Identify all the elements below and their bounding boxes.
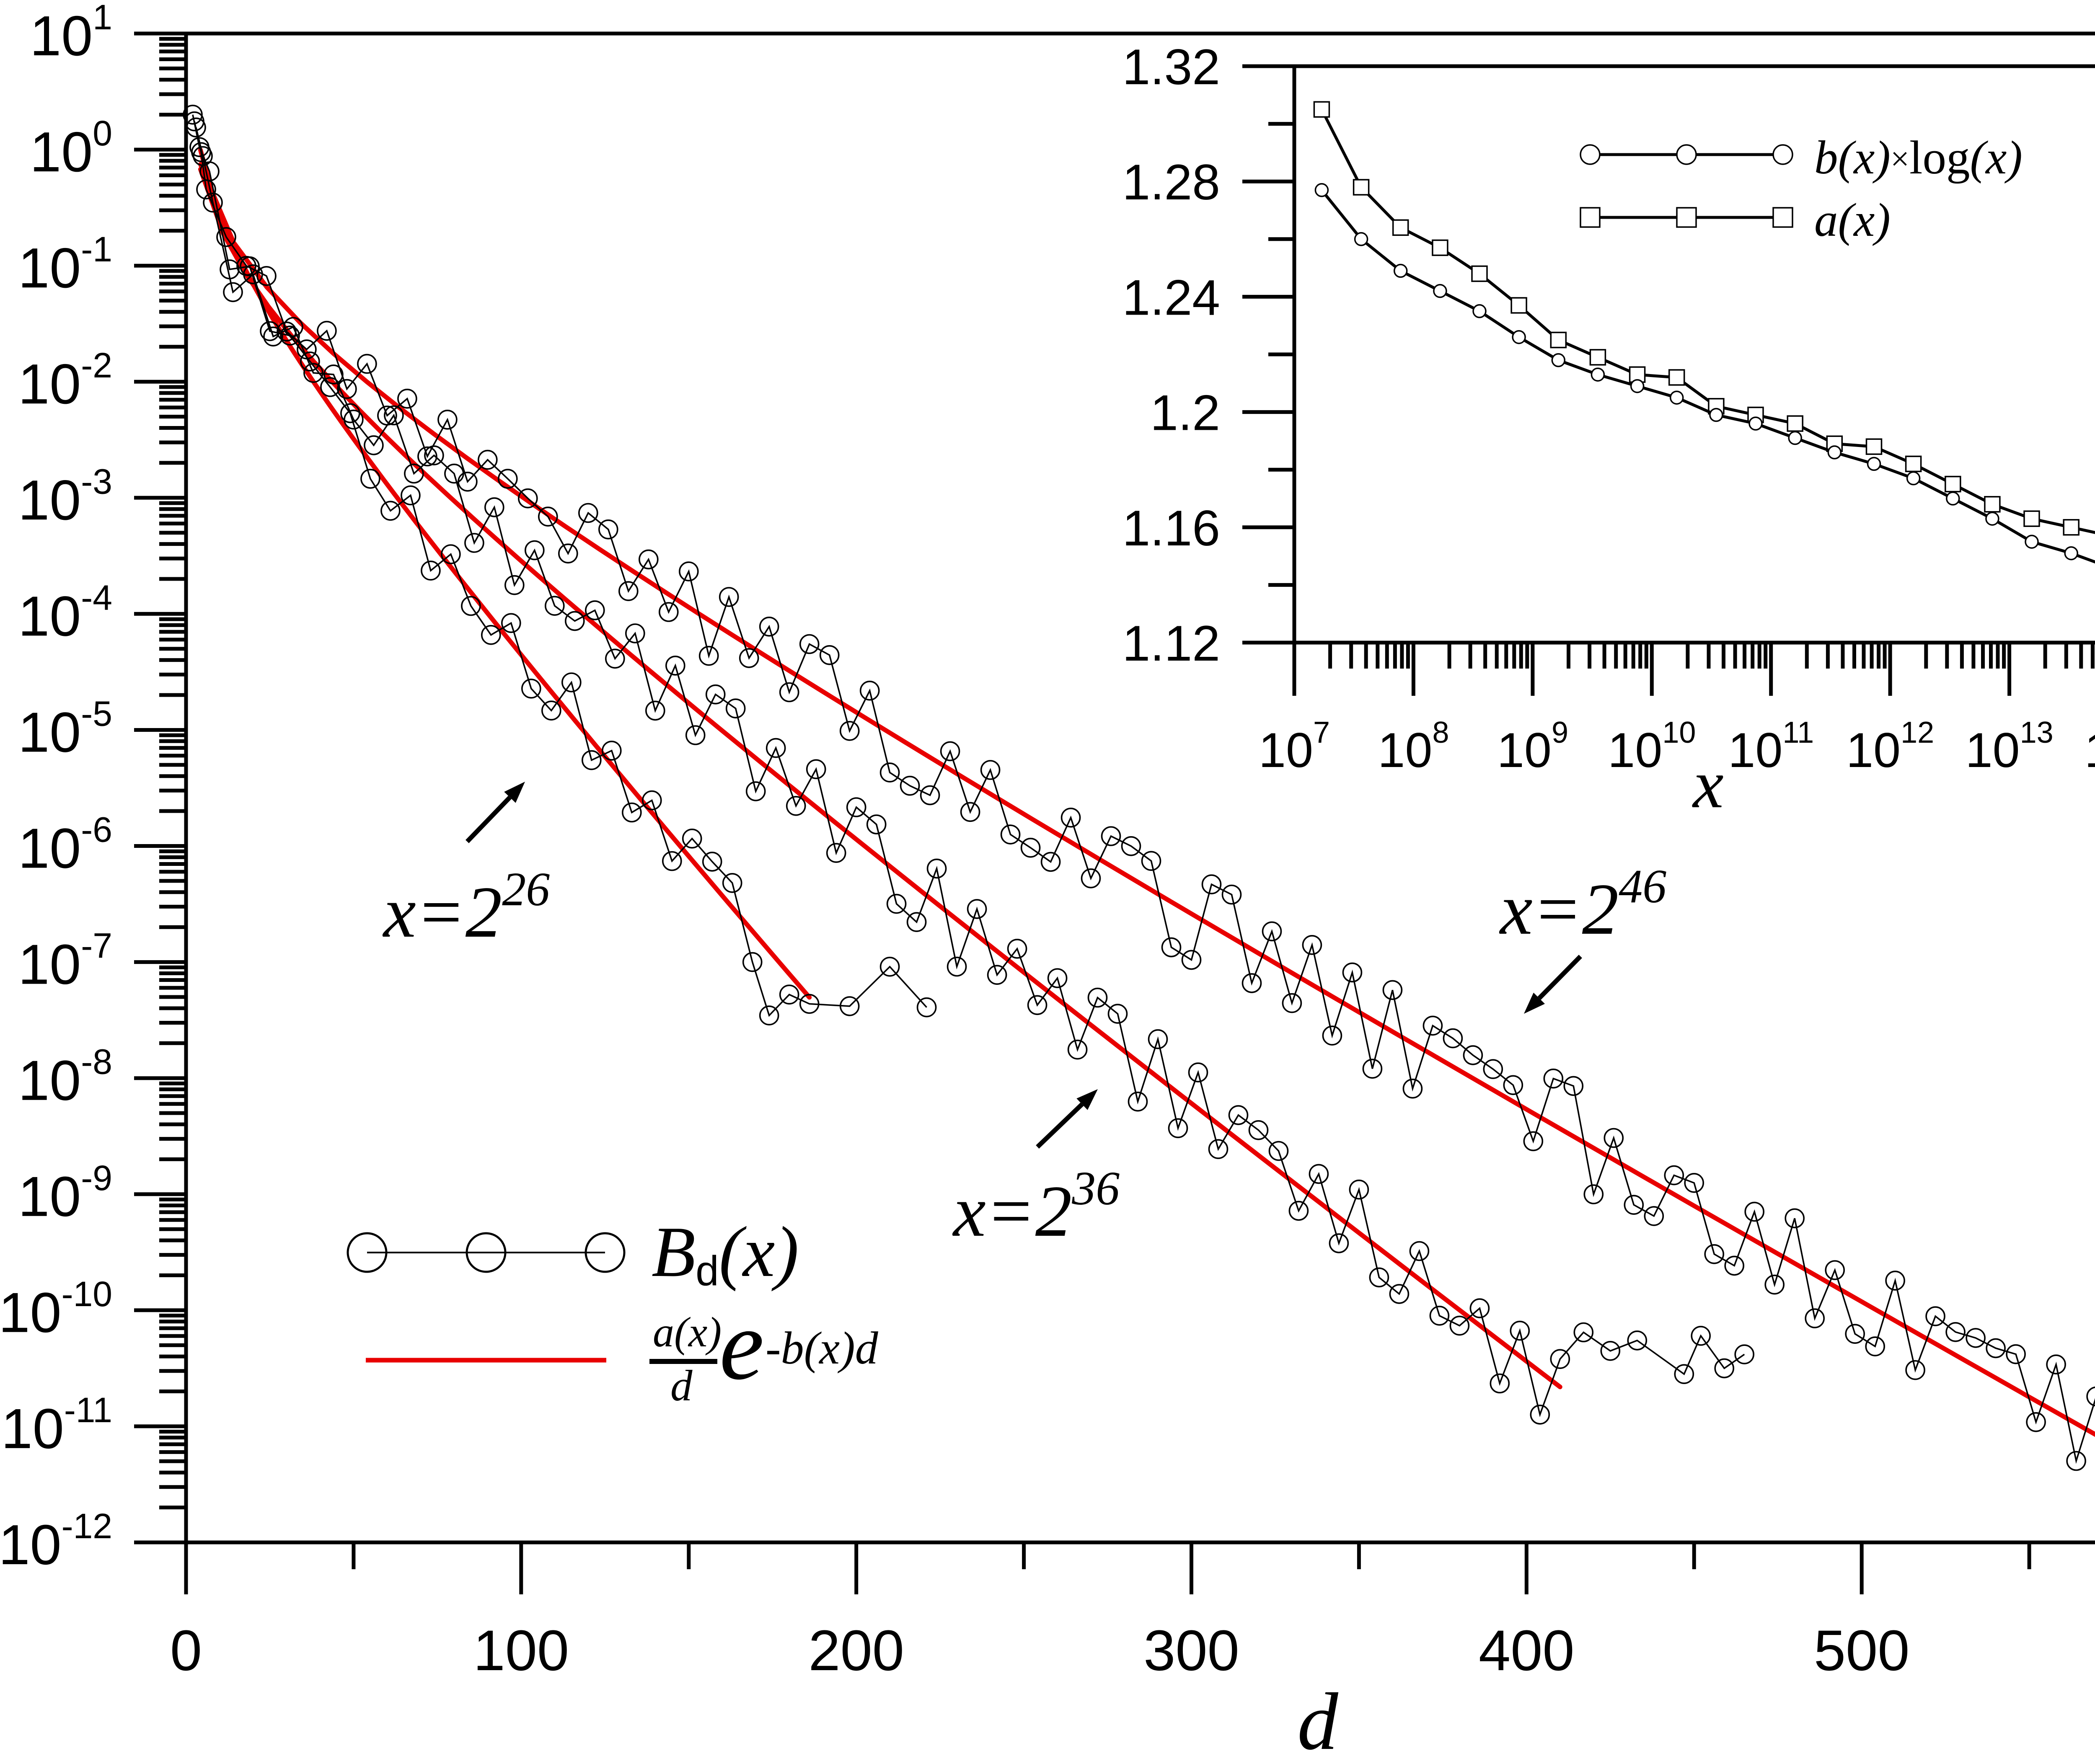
- svg-text:-b(x)d: -b(x)d: [766, 1322, 879, 1374]
- svg-text:107: 107: [1259, 716, 1330, 777]
- svg-text:1.32: 1.32: [1122, 39, 1220, 95]
- svg-text:0: 0: [170, 1619, 202, 1683]
- svg-text:300: 300: [1143, 1619, 1239, 1683]
- svg-text:1.24: 1.24: [1122, 269, 1220, 325]
- svg-text:100: 100: [473, 1619, 569, 1683]
- svg-text:10-4: 10-4: [18, 578, 112, 648]
- svg-text:10-1: 10-1: [18, 230, 112, 300]
- svg-text:10-6: 10-6: [18, 810, 112, 880]
- svg-text:d: d: [1297, 1676, 1338, 1764]
- svg-text:10-8: 10-8: [18, 1042, 112, 1112]
- svg-text:108: 108: [1378, 716, 1449, 777]
- svg-text:a(x): a(x): [1814, 194, 1891, 246]
- svg-text:10-11: 10-11: [1, 1390, 112, 1460]
- svg-text:b(x)×log(x): b(x)×log(x): [1814, 132, 2023, 184]
- svg-text:10-10: 10-10: [0, 1274, 112, 1344]
- svg-text:500: 500: [1814, 1619, 1910, 1683]
- svg-text:d: d: [670, 1361, 693, 1410]
- svg-text:10-7: 10-7: [18, 926, 112, 996]
- svg-text:1.2: 1.2: [1150, 385, 1220, 441]
- svg-text:Bd(x): Bd(x): [652, 1212, 799, 1294]
- svg-text:x: x: [1692, 746, 1723, 822]
- svg-text:a(x): a(x): [653, 1309, 722, 1356]
- svg-text:1.28: 1.28: [1122, 154, 1220, 210]
- svg-text:1.12: 1.12: [1122, 615, 1220, 672]
- svg-text:1014: 1014: [2085, 716, 2095, 777]
- svg-text:1.16: 1.16: [1122, 500, 1220, 556]
- svg-text:101: 101: [30, 0, 112, 67]
- svg-text:200: 200: [808, 1619, 904, 1683]
- svg-text:x=236: x=236: [952, 1162, 1120, 1252]
- svg-text:400: 400: [1479, 1619, 1575, 1683]
- svg-text:1013: 1013: [1965, 716, 2053, 777]
- svg-text:e: e: [719, 1289, 764, 1400]
- svg-text:1010: 1010: [1608, 716, 1696, 777]
- svg-text:10-12: 10-12: [0, 1506, 112, 1576]
- svg-text:10-3: 10-3: [18, 462, 112, 532]
- svg-text:109: 109: [1497, 716, 1568, 777]
- svg-text:1011: 1011: [1728, 716, 1814, 777]
- svg-text:100: 100: [30, 114, 112, 183]
- svg-text:1012: 1012: [1846, 716, 1934, 777]
- svg-text:10-5: 10-5: [18, 694, 112, 764]
- svg-text:10-2: 10-2: [18, 346, 112, 416]
- svg-text:10-9: 10-9: [18, 1158, 112, 1228]
